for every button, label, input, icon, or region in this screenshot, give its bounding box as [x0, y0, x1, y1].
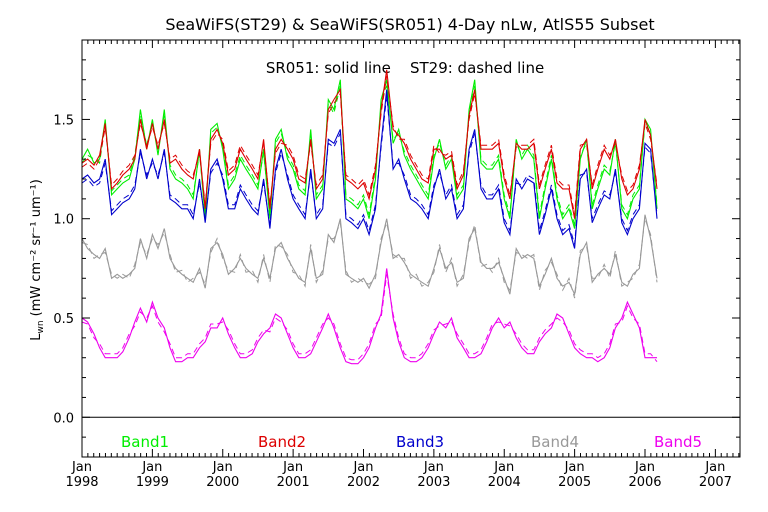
band5-sr051-solid-line	[81, 268, 657, 365]
axes-layer: 0.00.51.01.5Jan1998Jan1999Jan2000Jan2001…	[53, 40, 740, 490]
band3-st29-dashed-line	[81, 95, 658, 245]
x-tick-year-label: 2001	[277, 475, 310, 490]
legend: Band1 Band2 Band3 Band4 Band5	[121, 433, 702, 451]
x-tick-month-label: Jan	[704, 460, 725, 475]
band1-st29-dashed-line	[81, 85, 658, 225]
y-axis-label-main: L	[29, 333, 44, 341]
x-tick-month-label: Jan	[564, 460, 585, 475]
band4-sr051-solid-line	[81, 214, 658, 297]
plot-frame	[81, 39, 741, 458]
x-tick-month-label: Jan	[282, 460, 303, 475]
chart-title: SeaWiFS(ST29) & SeaWiFS(SR051) 4-Day nLw…	[165, 15, 654, 34]
y-tick-label: 1.5	[53, 113, 74, 128]
x-tick-year-label: 2000	[206, 475, 239, 490]
band3-sr051-solid-line	[81, 89, 658, 249]
x-tick-month-label: Jan	[493, 460, 514, 475]
x-tick-year-label: 2004	[488, 475, 521, 490]
band2-sr051-solid-line	[81, 69, 658, 219]
y-tick-label: 1.0	[53, 213, 74, 228]
band5-st29-dashed-line	[81, 274, 658, 363]
x-tick-year-label: 2006	[628, 475, 661, 490]
x-tick-year-label: 2003	[417, 475, 450, 490]
chart-subtitle: SR051: solid line ST29: dashed line	[266, 59, 544, 77]
y-axis-label-units: (mW cm⁻² sr⁻¹ um⁻¹)	[29, 179, 44, 320]
x-tick-month-label: Jan	[71, 460, 92, 475]
x-tick-year-label: 2002	[347, 475, 380, 490]
band4-st29-dashed-line	[81, 218, 658, 299]
x-tick-month-label: Jan	[212, 460, 233, 475]
y-tick-label: 0.0	[53, 411, 74, 426]
series-layer	[81, 69, 658, 365]
legend-band5: Band5	[654, 433, 702, 451]
x-tick-year-label: 1998	[65, 475, 98, 490]
y-axis-label: Lwn (mW cm⁻² sr⁻¹ um⁻¹)	[29, 179, 46, 341]
x-tick-year-label: 1999	[136, 475, 169, 490]
band1-sr051-solid-line	[81, 79, 658, 229]
band2-st29-dashed-line	[81, 75, 658, 215]
legend-band3: Band3	[396, 433, 444, 451]
x-tick-month-label: Jan	[141, 460, 162, 475]
y-axis-label-subscript: wn	[36, 320, 46, 333]
x-tick-year-label: 2005	[558, 475, 591, 490]
legend-band4: Band4	[531, 433, 579, 451]
x-tick-month-label: Jan	[634, 460, 655, 475]
legend-band1: Band1	[121, 433, 169, 451]
x-tick-year-label: 2007	[699, 475, 732, 490]
x-tick-month-label: Jan	[352, 460, 373, 475]
y-tick-label: 0.5	[53, 312, 74, 327]
legend-band2: Band2	[258, 433, 306, 451]
x-tick-month-label: Jan	[423, 460, 444, 475]
